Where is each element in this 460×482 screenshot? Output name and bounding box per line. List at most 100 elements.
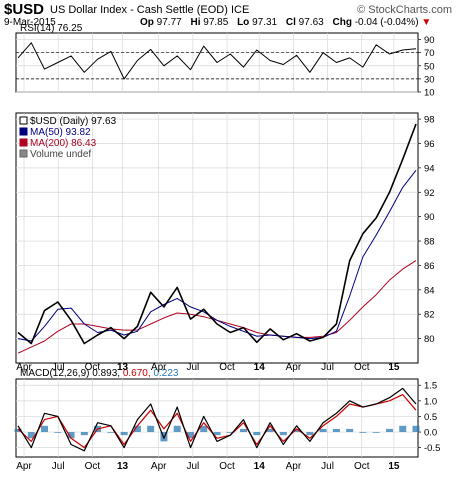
- macd-histogram-bar: [293, 428, 301, 433]
- quote-date: 9-Mar-2015: [4, 17, 56, 28]
- macd-tick-label: 0.5: [424, 412, 437, 423]
- exchange-name: ICE: [230, 4, 250, 16]
- low-label: Lo: [237, 17, 250, 28]
- x-axis-label: Jul: [186, 362, 199, 373]
- ohlc-summary: Op 97.77 Hi 97.85 Lo 97.31 Cl 97.63 Chg …: [140, 17, 431, 28]
- rsi-tick-label: 50: [424, 61, 435, 72]
- change-label: Chg: [332, 17, 352, 28]
- x-axis-label: Apr: [286, 362, 302, 373]
- down-arrow-icon: ▼: [421, 17, 432, 28]
- macd-tick-label: -0.5: [424, 443, 440, 454]
- x-axis-label: Jul: [52, 461, 65, 472]
- macd-histogram-bar: [133, 425, 141, 433]
- price-tick-label: 90: [424, 212, 435, 223]
- legend-swatch: [19, 116, 28, 125]
- macd-tick-label: 0.0: [424, 428, 437, 439]
- macd-histogram-bar: [54, 432, 62, 433]
- x-axis-label: 14: [254, 362, 266, 373]
- rsi-tick-label: 70: [424, 48, 435, 59]
- macd-histogram-bar: [226, 432, 234, 433]
- x-axis-label: 13: [117, 362, 129, 373]
- instrument-title: US Dollar Index - Cash Settle (EOD): [50, 4, 228, 16]
- price-panel-frame: [15, 112, 419, 364]
- change-value: -0.04 (-0.04%): [354, 17, 419, 28]
- macd-histogram-bar: [359, 432, 367, 433]
- macd-histogram-bar: [41, 425, 49, 433]
- macd-histogram-bar: [240, 428, 248, 433]
- x-axis-label: Jul: [52, 362, 65, 373]
- x-axis-label: Apr: [151, 461, 167, 472]
- macd-histogram-bar: [399, 425, 407, 433]
- macd-histogram-bar: [279, 432, 287, 436]
- instrument-name: US Dollar Index - Cash Settle (EOD) ICE: [50, 4, 249, 16]
- x-axis-label: Apr: [16, 461, 32, 472]
- low-value: 97.31: [252, 17, 278, 28]
- macd-histogram-bar: [319, 428, 327, 433]
- macd-histogram-bar: [120, 432, 128, 436]
- macd-histogram-bar: [385, 428, 393, 433]
- rsi-tick-label: 10: [424, 88, 435, 99]
- x-axis-label: Oct: [85, 461, 101, 472]
- price-tick-label: 82: [424, 310, 435, 321]
- macd-tick-label: 1.5: [424, 381, 437, 392]
- macd-signal-line: [17, 394, 417, 449]
- watermark: © StockCharts.com: [357, 4, 452, 16]
- macd-histogram-bar: [147, 425, 155, 433]
- macd-histogram-bar: [213, 432, 221, 436]
- close-value: 97.63: [298, 17, 324, 28]
- x-axis-label: Oct: [354, 362, 370, 373]
- macd-histogram-bar: [266, 428, 274, 433]
- macd-line: [17, 387, 417, 452]
- volume-swatch: [19, 149, 28, 158]
- rsi-tick-label: 30: [424, 74, 435, 85]
- x-axis-label: 15: [388, 362, 400, 373]
- macd-histogram-bar: [306, 432, 314, 436]
- macd-tick-label: 1.0: [424, 396, 437, 407]
- price-tick-label: 84: [424, 285, 435, 296]
- macd-histogram-bar: [80, 432, 88, 436]
- price-series-line: [17, 169, 417, 342]
- x-axis-label: 14: [254, 461, 266, 472]
- macd-histogram-bar: [346, 428, 354, 433]
- price-legend-entry: MA(50) 93.82: [30, 127, 91, 138]
- high-label: Hi: [190, 17, 201, 28]
- legend-swatch: [19, 138, 28, 147]
- close-label: Cl: [285, 17, 296, 28]
- macd-histogram-bar: [412, 425, 420, 433]
- macd-histogram-bar: [67, 432, 75, 439]
- ticker-symbol: $USD: [4, 1, 45, 18]
- macd-histogram-bar: [107, 432, 115, 433]
- price-tick-label: 96: [424, 139, 435, 150]
- rsi-tick-label: 90: [424, 35, 435, 46]
- price-tick-label: 98: [424, 115, 435, 126]
- x-axis-label: Apr: [151, 362, 167, 373]
- x-axis-label: Jul: [186, 461, 199, 472]
- price-series-line: [17, 123, 417, 345]
- x-axis-label: Oct: [354, 461, 370, 472]
- rsi-line: [17, 42, 417, 80]
- price-tick-label: 94: [424, 163, 435, 174]
- rsi-legend: RSI(14) 76.25: [20, 23, 83, 34]
- x-axis-label: Apr: [286, 461, 302, 472]
- macd-histogram-bar: [332, 428, 340, 433]
- macd-histogram-bar: [27, 432, 35, 439]
- macd-histogram-bar: [14, 428, 22, 433]
- x-axis-label: 15: [388, 461, 400, 472]
- x-axis-label: 13: [117, 461, 129, 472]
- legend-swatch: [19, 127, 28, 136]
- price-tick-label: 88: [424, 237, 435, 248]
- macd-panel-frame: [15, 378, 419, 458]
- price-tick-label: 86: [424, 261, 435, 272]
- x-axis-label: Jul: [321, 362, 334, 373]
- price-tick-label: 92: [424, 188, 435, 199]
- x-axis-label: Apr: [16, 362, 32, 373]
- open-value: 97.77: [156, 17, 182, 28]
- open-label: Op: [140, 17, 154, 28]
- macd-histogram-bar: [253, 432, 261, 436]
- macd-histogram-bar: [173, 425, 181, 433]
- macd-histogram-bar: [186, 432, 194, 439]
- macd-histogram-bar: [200, 425, 208, 433]
- x-axis-label: Jul: [321, 461, 334, 472]
- macd-histogram-bar: [372, 432, 380, 433]
